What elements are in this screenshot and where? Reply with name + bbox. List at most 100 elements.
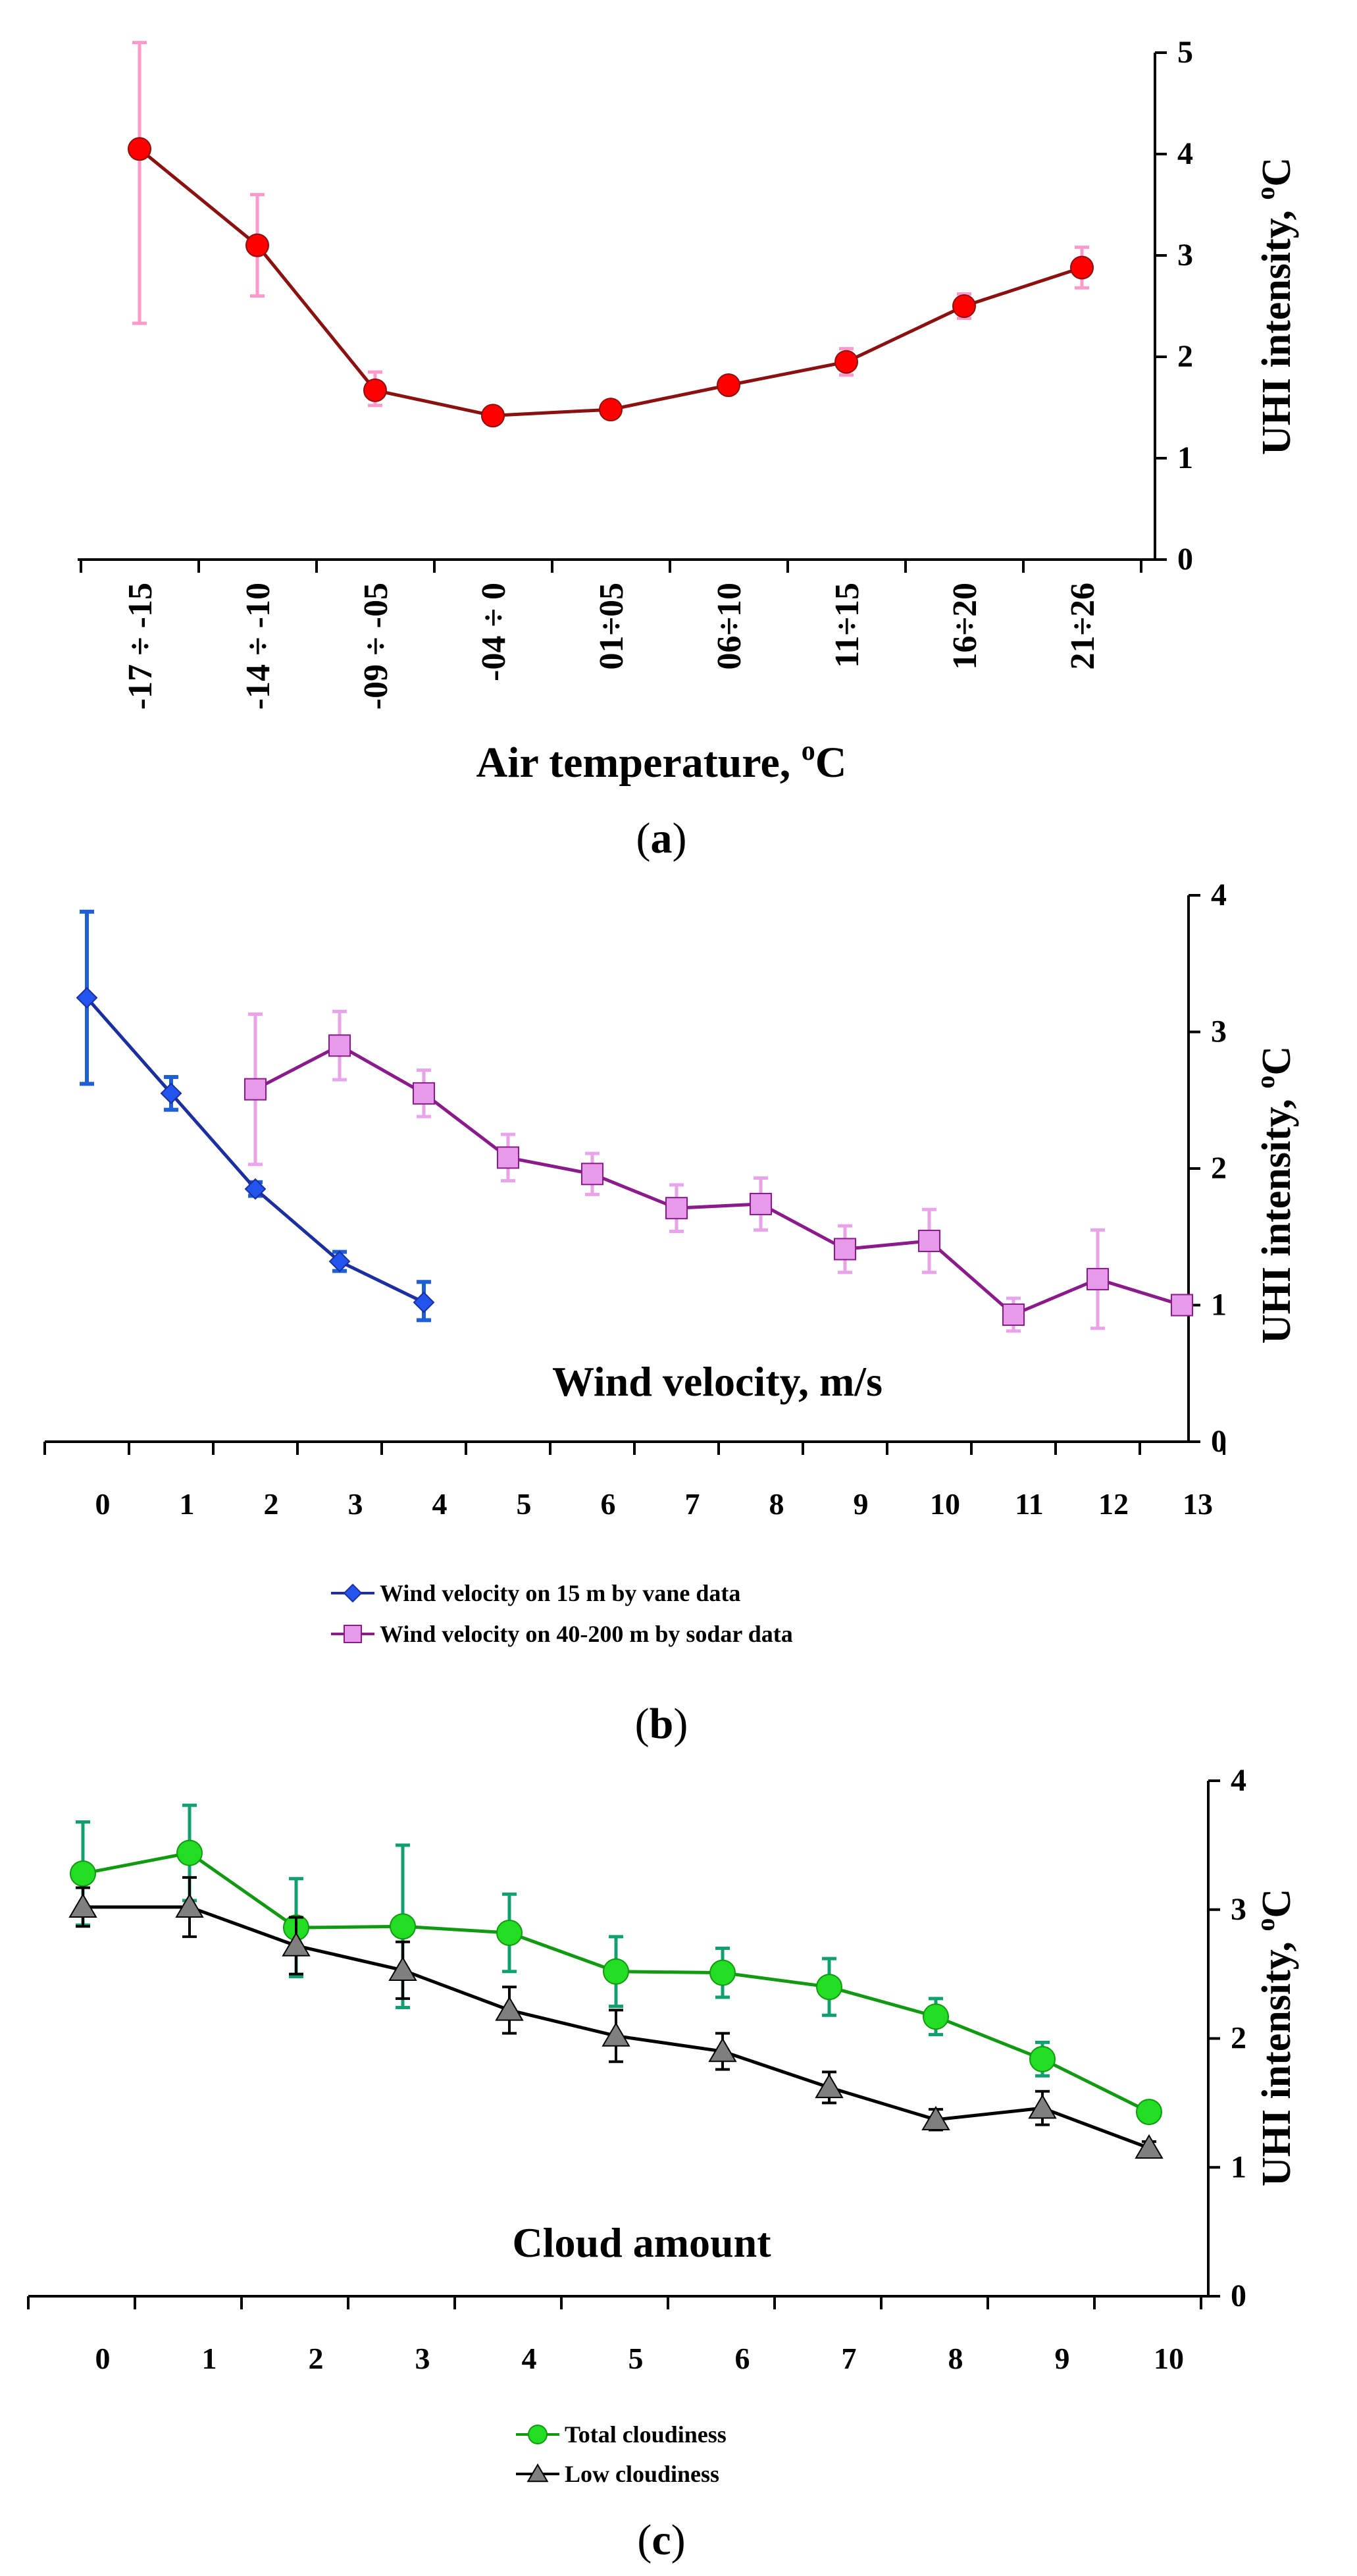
y-tick-label: 2 (1211, 1151, 1227, 1186)
data-point (282, 1932, 311, 1957)
x-category-label: 6 (601, 1487, 616, 1521)
y-tick-label: 2 (1177, 339, 1193, 374)
data-point (1028, 2094, 1057, 2119)
data-point (1002, 1303, 1025, 1327)
y-axis-label: UHI intensity, oC (1250, 157, 1299, 455)
panel-label-close: ) (673, 814, 687, 862)
data-point (1070, 255, 1094, 280)
data-point (70, 1860, 96, 1887)
x-category-label: 1 (180, 1487, 195, 1521)
data-point (481, 404, 505, 428)
data-point (581, 1163, 603, 1186)
data-point (76, 987, 98, 1009)
x-category-label: 8 (948, 2342, 963, 2375)
x-category-label: 06÷10 (711, 583, 748, 670)
y-tick-label: 4 (1177, 136, 1193, 171)
panel-label-letter: a (651, 814, 673, 862)
data-point (413, 1082, 435, 1105)
data-point (603, 1958, 629, 1985)
series-line (138, 147, 1083, 417)
legend-marker (528, 2425, 548, 2444)
series-vane (76, 909, 435, 1323)
x-category-label: 7 (842, 2342, 857, 2375)
x-category-label: 3 (415, 2342, 430, 2375)
data-point (390, 1913, 416, 1940)
x-category-label: 7 (685, 1487, 700, 1521)
legend-marker (526, 2463, 549, 2483)
x-axis-label-text: Air temperature, (476, 739, 802, 787)
x-category-label: 10 (930, 1487, 960, 1521)
y-tick-label: 1 (1177, 440, 1193, 475)
y-tick-label: 1 (1231, 2149, 1246, 2184)
data-point (750, 1192, 772, 1215)
y-axis-label-unit: C (1254, 1889, 1299, 1918)
data-point (175, 1893, 204, 1918)
x-category-label: 5 (517, 1487, 532, 1521)
x-category-label: 4 (432, 1487, 448, 1521)
panel-label-close: ) (671, 2516, 686, 2564)
x-axis-label-unit: C (815, 739, 847, 787)
series-sodar (244, 1009, 1193, 1333)
series-low-cloudiness (68, 1876, 1164, 2159)
data-point (496, 1919, 523, 1946)
data-point (128, 137, 151, 161)
panel-label-open: ( (637, 2516, 652, 2564)
legend-label: Wind velocity on 40-200 m by sodar data (380, 1621, 793, 1647)
legend-marker (344, 1625, 362, 1643)
x-category-label: 13 (1183, 1487, 1213, 1521)
panel-a-chart: 0 1 2 3 4 5 -17 ÷ -15 -14 ÷ -10 -09 ÷ -05 -04 ÷ 0… (78, 35, 1299, 862)
panel-label-close: ) (673, 1700, 688, 1748)
data-point (497, 1146, 519, 1169)
x-category-label: 01÷05 (593, 583, 630, 670)
data-point (1171, 1294, 1193, 1317)
legend-label: Low cloudiness (565, 2461, 719, 2487)
panel-label: (b) (635, 1700, 688, 1748)
data-point (921, 2105, 950, 2131)
x-category-label: 1 (202, 2342, 217, 2375)
panel-label-open: ( (636, 814, 651, 862)
x-category-label: 9 (854, 1487, 869, 1521)
data-point (363, 378, 387, 402)
legend-label: Wind velocity on 15 m by vane data (380, 1580, 740, 1606)
x-category-label: 11 (1015, 1487, 1043, 1521)
data-point (1029, 2045, 1056, 2072)
y-axis-label-text: UHI intensity, (1254, 1089, 1299, 1344)
series-total-cloudiness (70, 1803, 1162, 2126)
y-axis-label-text: UHI intensity, (1254, 1932, 1299, 2187)
y-tick-label: 4 (1211, 878, 1227, 912)
data-point (176, 1839, 203, 1866)
x-axis-label: Wind velocity, m/s (552, 1358, 883, 1405)
data-point (923, 2003, 949, 2030)
x-axis-label-degree: o (802, 736, 815, 766)
x-category-label: -17 ÷ -15 (122, 583, 159, 710)
legend-label: Total cloudiness (565, 2421, 727, 2448)
x-category-label: 2 (264, 1487, 279, 1521)
x-axis-label: Cloud amount (513, 2219, 772, 2266)
y-axis-label-degree: o (1250, 1076, 1280, 1089)
x-category-label: 0 (95, 1487, 111, 1521)
data-point (413, 1291, 435, 1313)
data-point (665, 1197, 688, 1220)
x-category-label: 11÷15 (829, 583, 866, 668)
y-tick-label: 0 (1231, 2278, 1246, 2313)
data-point (599, 398, 623, 422)
y-tick-label: 5 (1177, 35, 1193, 70)
panel-label: (c) (637, 2516, 685, 2564)
y-axis-label-unit: C (1254, 157, 1299, 187)
y-tick-label: 4 (1231, 1763, 1246, 1798)
data-point (815, 2073, 844, 2099)
data-point (1135, 2134, 1164, 2159)
data-point (1136, 2099, 1162, 2126)
legend-marker (343, 1583, 363, 1603)
data-point (834, 350, 858, 374)
y-tick-label: 1 (1211, 1288, 1227, 1323)
panel-label-letter: c (652, 2516, 671, 2564)
y-tick-label: 0 (1177, 542, 1193, 577)
y-tick-label: 3 (1231, 1892, 1246, 1927)
y-axis-label-degree: o (1250, 187, 1280, 200)
y-axis-label-unit: C (1254, 1046, 1299, 1076)
x-category-label: 12 (1098, 1487, 1129, 1521)
data-point (709, 1959, 736, 1986)
panel-label-open: ( (635, 1700, 650, 1748)
data-point (328, 1034, 351, 1057)
